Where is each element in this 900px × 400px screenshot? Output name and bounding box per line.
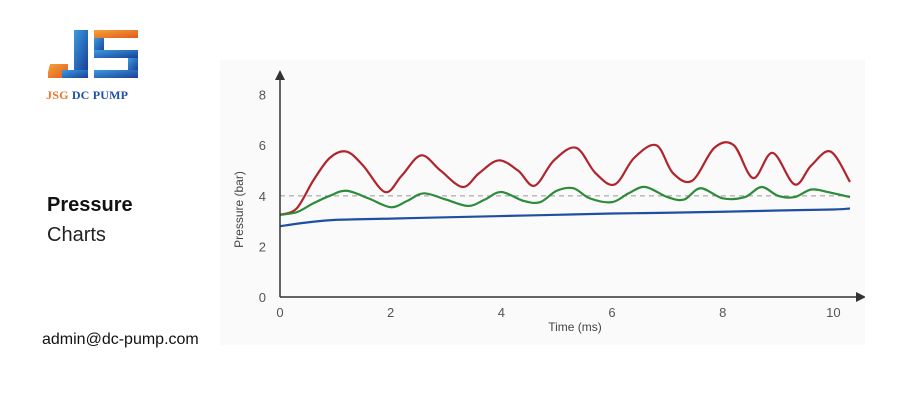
brand-logo: JSG DC PUMP <box>44 28 144 103</box>
y-tick-label: 6 <box>259 138 266 153</box>
y-axis-arrow-icon <box>275 70 285 80</box>
x-tick-label: 6 <box>608 305 615 320</box>
x-axis-arrow-icon <box>856 292 865 302</box>
x-tick-label: 8 <box>719 305 726 320</box>
series-line-2 <box>279 185 851 216</box>
series-line-1 <box>279 141 851 216</box>
y-tick-label: 8 <box>259 88 266 103</box>
logo-mark-icon <box>48 30 138 78</box>
y-axis-label: Pressure (bar) <box>232 171 246 248</box>
x-tick-label: 10 <box>826 305 840 320</box>
x-axis-label: Time (ms) <box>548 320 602 334</box>
contact-email[interactable]: admin@dc-pump.com <box>42 331 199 348</box>
y-tick-label: 0 <box>259 290 266 305</box>
page-title: Pressure Charts <box>47 190 133 250</box>
x-tick-label: 4 <box>498 305 505 320</box>
y-tick-label: 2 <box>259 239 266 254</box>
title-line-2: Charts <box>47 224 106 246</box>
logo-text-dc-pump: DC PUMP <box>71 88 129 102</box>
x-tick-label: 2 <box>387 305 394 320</box>
x-tick-label: 0 <box>276 305 283 320</box>
pressure-chart-svg: 0 2 4 6 8 10 0 2 4 6 8 Time (ms) Pressure (bar) <box>232 70 865 334</box>
series-line-3 <box>279 207 851 228</box>
y-tick-label: 4 <box>259 189 266 204</box>
logo-text: JSG DC PUMP <box>46 88 128 103</box>
pressure-chart: 0 2 4 6 8 10 0 2 4 6 8 Time (ms) Pressure (bar) <box>220 60 865 345</box>
logo-text-jsg: JSG <box>46 88 69 102</box>
title-line-1: Pressure <box>47 194 133 216</box>
